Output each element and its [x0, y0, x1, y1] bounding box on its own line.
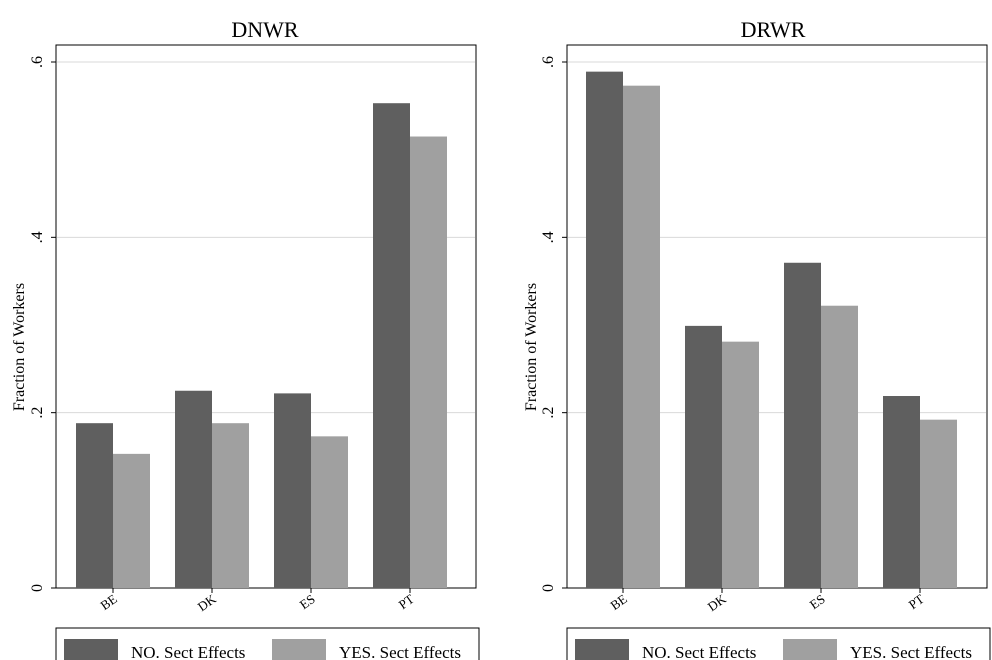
x-axis-ticks: BE DK ES PT	[97, 588, 417, 614]
bar-es-yes	[821, 305, 858, 588]
bar-es-no	[274, 393, 311, 588]
bar-dk-yes	[722, 341, 759, 588]
x-tick-label: PT	[906, 591, 927, 612]
chart-title: DRWR	[741, 17, 806, 42]
plot-frame	[55, 44, 477, 589]
legend-label-no: NO. Sect Effects	[642, 643, 756, 660]
x-axis-ticks: BE DK ES PT	[607, 588, 927, 614]
bar-es-yes	[311, 436, 348, 588]
bar-pt-no	[373, 103, 410, 588]
bar-dk-no	[685, 325, 722, 588]
bar-be-yes	[113, 453, 150, 588]
x-tick-label: DK	[705, 591, 729, 614]
y-tick-label: .4	[29, 231, 46, 243]
x-tick-label: ES	[297, 591, 318, 612]
x-tick-label: PT	[396, 591, 417, 612]
bar-be-yes	[623, 85, 660, 589]
legend-label-no: NO. Sect Effects	[131, 643, 245, 660]
y-tick-label: .6	[29, 56, 46, 68]
legend-label-yes: YES. Sect Effects	[339, 643, 461, 660]
bar-be-no	[76, 423, 113, 588]
y-tick-label: 0	[540, 584, 557, 592]
legend-swatch-yes	[272, 639, 326, 660]
bar-dk-no	[175, 390, 212, 588]
x-tick-label: BE	[97, 591, 119, 613]
legend-swatch-no	[575, 639, 629, 660]
legend-label-yes: YES. Sect Effects	[850, 643, 972, 660]
bar-dk-yes	[212, 423, 249, 588]
legend-box	[566, 627, 991, 660]
y-axis-label: Fraction of Workers	[523, 283, 540, 411]
legend-box	[55, 627, 480, 660]
bars	[586, 71, 957, 589]
y-axis-ticks: 0 .2 .4 .6	[29, 56, 56, 592]
y-tick-label: .6	[540, 56, 557, 68]
legend-swatch-no	[64, 639, 118, 660]
x-tick-label: DK	[195, 591, 219, 614]
x-tick-label: ES	[807, 591, 828, 612]
y-tick-label: .4	[540, 231, 557, 243]
y-axis-label: Fraction of Workers	[11, 283, 28, 411]
y-tick-label: .2	[29, 407, 46, 419]
y-tick-label: .2	[540, 407, 557, 419]
y-axis-ticks: 0 .2 .4 .6	[540, 56, 567, 592]
bar-pt-no	[883, 396, 920, 588]
x-tick-label: BE	[607, 591, 629, 613]
legend: NO. Sect Effects YES. Sect Effects	[55, 627, 480, 660]
plot-frame	[566, 44, 988, 589]
legend: NO. Sect Effects YES. Sect Effects	[566, 627, 991, 660]
y-tick-label: 0	[29, 584, 46, 592]
chart-panel-drwr: DRWR 0 .2 .4 .6 Fraction of Workers BE DK ES P…	[523, 17, 991, 660]
bar-be-no	[586, 71, 623, 589]
bar-pt-yes	[920, 419, 957, 588]
legend-swatch-yes	[783, 639, 837, 660]
chart-panel-dnwr: DNWR 0 .2 .4 .6 Fraction of Workers BE DK ES P…	[11, 17, 480, 660]
bar-pt-yes	[410, 136, 447, 588]
bar-es-no	[784, 262, 821, 588]
bars	[76, 103, 447, 588]
chart-title: DNWR	[231, 17, 299, 42]
